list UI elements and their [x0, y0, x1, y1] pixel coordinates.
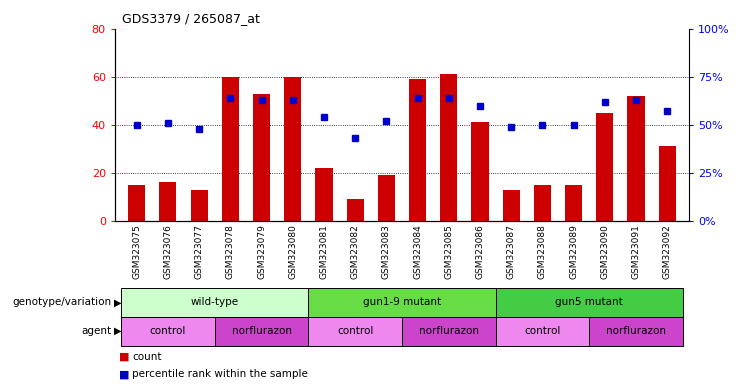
Bar [128, 185, 145, 221]
Text: control: control [524, 326, 561, 336]
Bar [628, 96, 645, 221]
Bar [121, 288, 308, 317]
Bar [409, 79, 426, 221]
Bar [659, 146, 676, 221]
Text: GSM323090: GSM323090 [600, 224, 609, 279]
Text: GSM323075: GSM323075 [132, 224, 142, 279]
Text: gun5 mutant: gun5 mutant [556, 297, 623, 308]
Text: GSM323084: GSM323084 [413, 224, 422, 279]
Bar [496, 288, 683, 317]
Bar [222, 77, 239, 221]
Bar [190, 190, 207, 221]
Bar [121, 317, 215, 346]
Text: norflurazon: norflurazon [231, 326, 291, 336]
Text: genotype/variation: genotype/variation [12, 297, 111, 308]
Text: GSM323092: GSM323092 [662, 224, 672, 279]
Text: GSM323087: GSM323087 [507, 224, 516, 279]
Text: GSM323076: GSM323076 [164, 224, 173, 279]
Bar [402, 317, 496, 346]
Text: ■: ■ [119, 352, 129, 362]
Bar [215, 317, 308, 346]
Text: GSM323081: GSM323081 [319, 224, 328, 279]
Text: GSM323080: GSM323080 [288, 224, 297, 279]
Bar [347, 199, 364, 221]
Text: agent: agent [81, 326, 111, 336]
Bar [159, 182, 176, 221]
Text: GSM323082: GSM323082 [350, 224, 359, 279]
Text: GDS3379 / 265087_at: GDS3379 / 265087_at [122, 12, 260, 25]
Bar [589, 317, 683, 346]
Text: control: control [337, 326, 373, 336]
Text: ■: ■ [119, 369, 129, 379]
Bar [597, 113, 614, 221]
Text: percentile rank within the sample: percentile rank within the sample [132, 369, 308, 379]
Bar [534, 185, 551, 221]
Text: norflurazon: norflurazon [419, 326, 479, 336]
Text: wild-type: wild-type [190, 297, 239, 308]
Text: GSM323091: GSM323091 [631, 224, 640, 279]
Text: GSM323083: GSM323083 [382, 224, 391, 279]
Bar [471, 122, 488, 221]
Bar [496, 317, 589, 346]
Text: control: control [150, 326, 186, 336]
Text: GSM323085: GSM323085 [445, 224, 453, 279]
Text: GSM323078: GSM323078 [226, 224, 235, 279]
Bar [308, 288, 496, 317]
Bar [565, 185, 582, 221]
Text: ▶: ▶ [114, 297, 122, 308]
Bar [308, 317, 402, 346]
Text: GSM323089: GSM323089 [569, 224, 578, 279]
Text: gun1-9 mutant: gun1-9 mutant [363, 297, 441, 308]
Text: GSM323088: GSM323088 [538, 224, 547, 279]
Text: GSM323077: GSM323077 [195, 224, 204, 279]
Bar [440, 74, 457, 221]
Text: count: count [132, 352, 162, 362]
Text: GSM323086: GSM323086 [476, 224, 485, 279]
Bar [378, 175, 395, 221]
Bar [502, 190, 520, 221]
Text: ▶: ▶ [114, 326, 122, 336]
Text: norflurazon: norflurazon [606, 326, 666, 336]
Bar [253, 94, 270, 221]
Text: GSM323079: GSM323079 [257, 224, 266, 279]
Bar [284, 77, 302, 221]
Bar [316, 168, 333, 221]
